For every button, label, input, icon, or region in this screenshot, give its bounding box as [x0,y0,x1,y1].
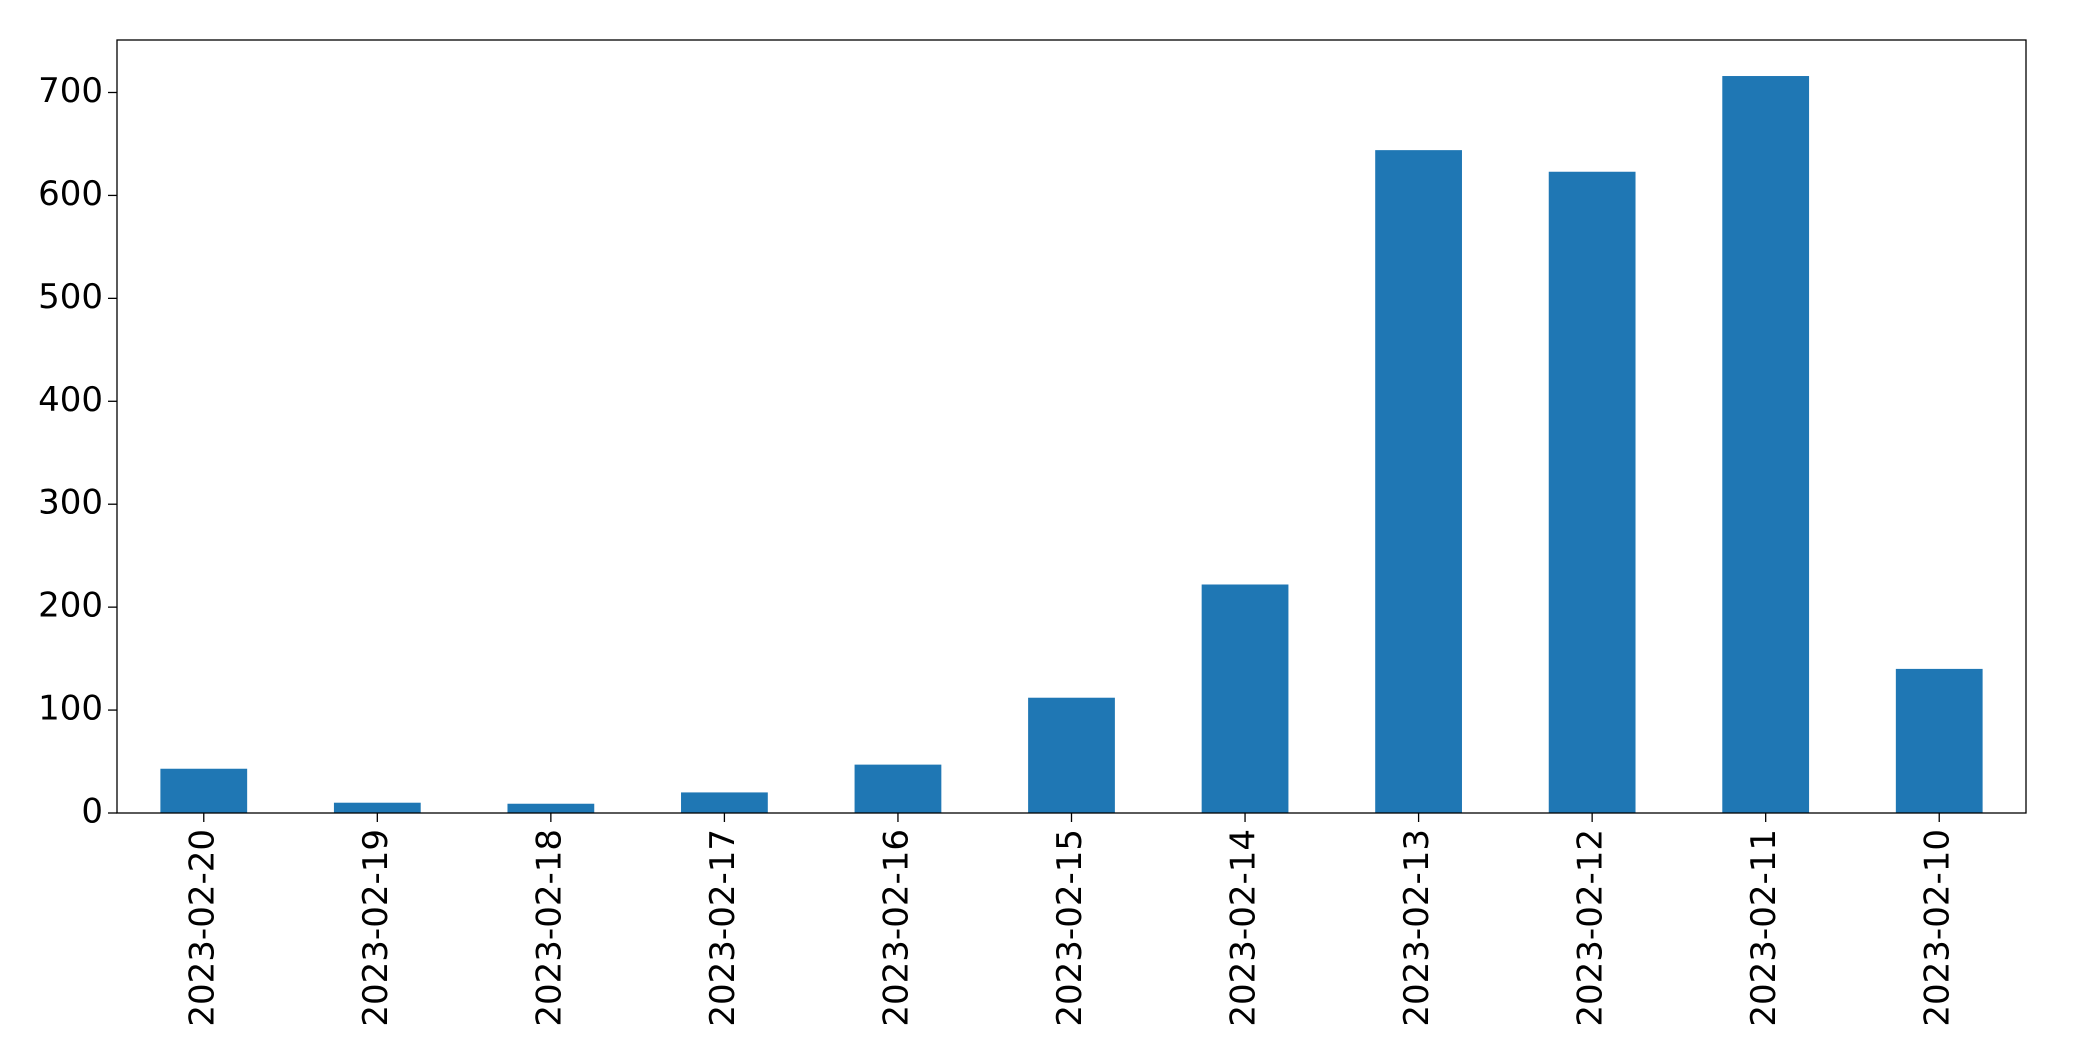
bar [1895,668,1983,813]
bar [1722,76,1810,814]
bar [333,802,421,813]
x-tick-label: 2023-02-10 [1918,829,1958,1027]
plot-frame [116,39,2027,814]
x-tick-label: 2023-02-11 [1744,829,1784,1027]
bar [1375,150,1462,813]
y-tick-label: 500 [38,277,103,317]
y-tick-label: 200 [38,586,103,626]
bar [160,768,248,813]
x-tick-label: 2023-02-17 [703,829,743,1027]
bar [681,792,768,813]
x-tick-label: 2023-02-19 [356,829,396,1027]
x-tick-label: 2023-02-18 [529,829,569,1027]
bar [1028,697,1115,813]
y-tick-label: 300 [38,483,103,523]
x-tick-label: 2023-02-13 [1397,829,1437,1027]
bar [507,803,595,813]
x-tick-label: 2023-02-15 [1050,829,1090,1027]
y-tick-label: 100 [38,689,103,729]
y-tick-label: 600 [38,174,103,214]
bar [1201,584,1289,813]
x-tick-label: 2023-02-16 [876,829,916,1027]
x-tick-label: 2023-02-20 [182,829,222,1027]
x-tick-label: 2023-02-14 [1224,829,1264,1027]
y-tick-label: 400 [38,380,103,420]
y-tick-label: 700 [38,71,103,111]
bar [854,764,942,813]
y-tick-label: 0 [81,792,103,832]
x-tick-label: 2023-02-12 [1571,829,1611,1027]
bar [1548,171,1636,814]
